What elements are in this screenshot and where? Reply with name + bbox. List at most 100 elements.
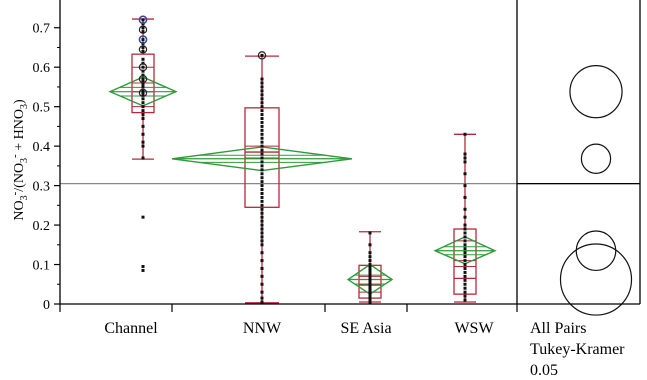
highlight-marker [138,15,148,25]
data-point [463,172,467,176]
data-point [368,284,372,288]
data-point [141,45,145,49]
data-point [463,207,467,211]
data-point [260,101,264,105]
data-point [260,219,264,223]
data-point [260,124,264,128]
data-point [141,265,145,269]
data-point [368,272,372,276]
data-point [368,278,372,282]
y-axis-label: NO3-/(NO3- + HNO3) [9,99,30,221]
comparison-circle-channel [569,65,623,119]
group-nnw [171,51,353,304]
data-point [368,251,372,255]
outlier-marker [138,62,148,72]
data-point [260,152,264,156]
data-point [141,89,145,93]
outlier-marker [138,88,148,98]
y-tick-label: 0 [43,298,50,313]
data-point [141,91,145,95]
data-point [368,274,372,278]
y-tick-label: 0.1 [33,259,51,274]
data-point [141,156,145,160]
data-point [141,49,145,53]
data-point [463,235,467,239]
data-point [260,144,264,148]
data-point [141,85,145,89]
data-point [260,296,264,300]
data-point [463,160,467,164]
data-point [463,156,467,160]
data-point [141,65,145,69]
data-point [260,223,264,227]
category-label: Channel [104,320,158,337]
y-tick-label: 0.5 [33,101,51,116]
y-tick-label: 0.2 [33,219,51,234]
data-point [260,188,264,192]
data-point [141,57,145,61]
axes: 0 0.1 0.2 0.3 0.4 0.5 0.6 0.7 [33,0,641,313]
data-point [141,144,145,148]
data-point [141,132,145,136]
data-point [141,268,145,272]
outlier-marker [138,25,148,34]
data-point [463,286,467,290]
comparison-method-label: All Pairs Tukey-Kramer 0.05 [530,320,625,379]
data-point [260,117,264,121]
data-point [368,298,372,302]
data-point [368,259,372,263]
data-point [463,227,467,231]
data-point [141,105,145,109]
data-point [141,93,145,97]
outlier-marker [138,74,148,84]
plot-area [60,15,640,304]
data-point [260,105,264,109]
data-point [368,292,372,296]
data-point [260,290,264,294]
data-point [141,97,145,101]
y-tick-label: 0.7 [33,22,51,37]
data-point [260,176,264,180]
data-point [368,296,372,300]
data-point [260,148,264,152]
data-point [260,97,264,101]
data-point [260,207,264,211]
data-point [463,239,467,243]
data-point [260,140,264,144]
data-point [368,266,372,270]
data-point [463,184,467,188]
data-point [141,117,145,121]
data-point [141,109,145,113]
data-point [141,83,145,87]
data-point [260,168,264,172]
data-point [368,243,372,247]
data-point [260,136,264,140]
y-axis-label-part: NO [12,200,27,220]
data-point [260,93,264,97]
data-point [463,294,467,298]
data-point [260,180,264,184]
data-point [260,172,264,176]
data-point [463,243,467,247]
data-point [260,215,264,219]
data-point [260,128,264,132]
comparison-circles-panel [559,65,633,316]
data-point [463,263,467,267]
data-point [260,109,264,113]
data-point [141,38,145,42]
outlier-marker [138,45,148,54]
data-point [141,215,145,219]
data-point [463,266,467,270]
data-point [463,259,467,263]
data-point [463,255,467,259]
y-tick-label: 0.4 [33,140,51,155]
data-point [260,195,264,199]
y-axis-label-part: 3 [19,158,30,163]
data-point [260,120,264,124]
data-point [260,274,264,278]
comparison-circle-se-asia [559,243,633,316]
data-point [260,199,264,203]
group-se-asia [346,231,394,304]
data-point [368,286,372,290]
data-point [260,266,264,270]
